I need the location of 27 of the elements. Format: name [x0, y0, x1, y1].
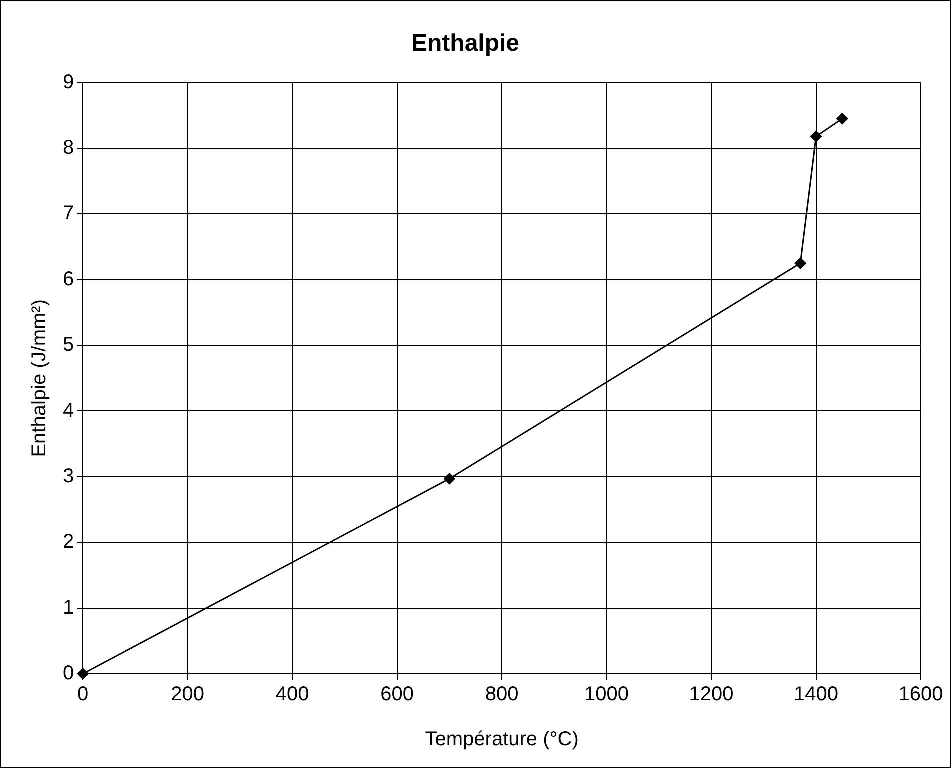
- point: [810, 130, 822, 143]
- x-axis-title: Température (°C): [425, 728, 579, 751]
- x-tick-label: 400: [276, 684, 310, 706]
- y-tick-label: 6: [63, 268, 74, 290]
- y-axis-title: Enthalpie (J/mm²): [28, 299, 51, 458]
- point: [77, 668, 90, 680]
- y-tick-label: 8: [63, 137, 74, 160]
- x-tick-label: 800: [485, 684, 519, 706]
- x-tick-label: 200: [171, 684, 205, 706]
- x-tick-label: 1600: [898, 684, 944, 706]
- y-tick-label: 0: [63, 662, 74, 685]
- y-tick-label: 2: [63, 531, 74, 554]
- point: [836, 112, 848, 125]
- point: [444, 472, 456, 485]
- y-tick-label: 3: [63, 465, 74, 488]
- y-tick-label: 5: [63, 334, 74, 356]
- point: [794, 257, 807, 270]
- x-tick-label: 1400: [794, 684, 839, 706]
- x-tick-label: 600: [380, 684, 414, 706]
- y-tick-label: 7: [63, 202, 74, 225]
- y-tick-label: 4: [63, 400, 74, 422]
- x-tick-label: 1200: [689, 684, 734, 706]
- y-tick-label: 9: [63, 71, 74, 94]
- x-tick-label: 1000: [584, 684, 630, 706]
- chart-title: Enthalpie: [411, 30, 520, 58]
- x-tick-label: 0: [78, 684, 89, 706]
- y-tick-label: 1: [63, 596, 74, 619]
